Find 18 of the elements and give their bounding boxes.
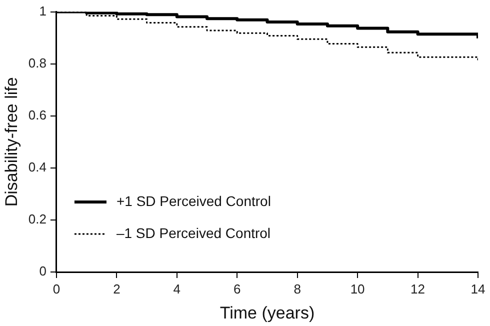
x-tick-label: 8	[294, 281, 301, 296]
x-tick-label: 12	[410, 281, 426, 296]
y-tick-label: 0.2	[28, 212, 46, 227]
y-tick-label: 0.6	[28, 107, 46, 122]
y-tick-label: 1	[39, 3, 46, 18]
x-tick-label: 14	[470, 281, 486, 296]
x-axis-title: Time (years)	[220, 303, 315, 322]
x-tick-label: 0	[52, 281, 60, 296]
legend-label: +1 SD Perceived Control	[116, 192, 271, 209]
y-axis-title: Disability-free life	[2, 77, 21, 207]
x-tick-label: 4	[173, 281, 181, 296]
legend-label: –1 SD Perceived Control	[116, 224, 271, 241]
x-tick-label: 6	[234, 281, 241, 296]
x-tick-label: 10	[350, 281, 365, 296]
y-tick-label: 0.4	[28, 160, 46, 174]
x-tick-label: 2	[113, 281, 120, 296]
y-tick-label: 0	[39, 264, 46, 279]
y-tick-label: 0.8	[28, 55, 46, 70]
